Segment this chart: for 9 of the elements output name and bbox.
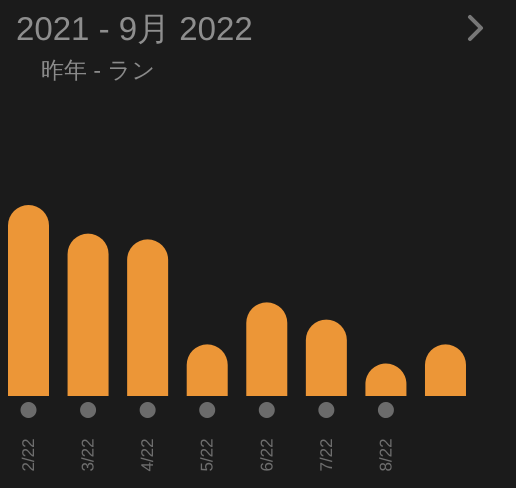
x-tick-label: 5/22 (198, 438, 217, 472)
chart-title: 2021 - 9月 2022 (16, 10, 253, 47)
x-tick-label: 2/22 (19, 438, 38, 472)
x-tick-label: 4/22 (138, 438, 158, 472)
x-tick-label: 6/22 (257, 438, 276, 472)
chart-subtitle: 昨年 - ラン (41, 57, 156, 83)
x-tick-label: 8/22 (376, 438, 396, 472)
x-tick-label: 7/22 (316, 438, 336, 472)
x-tick-label: 3/22 (78, 438, 98, 472)
